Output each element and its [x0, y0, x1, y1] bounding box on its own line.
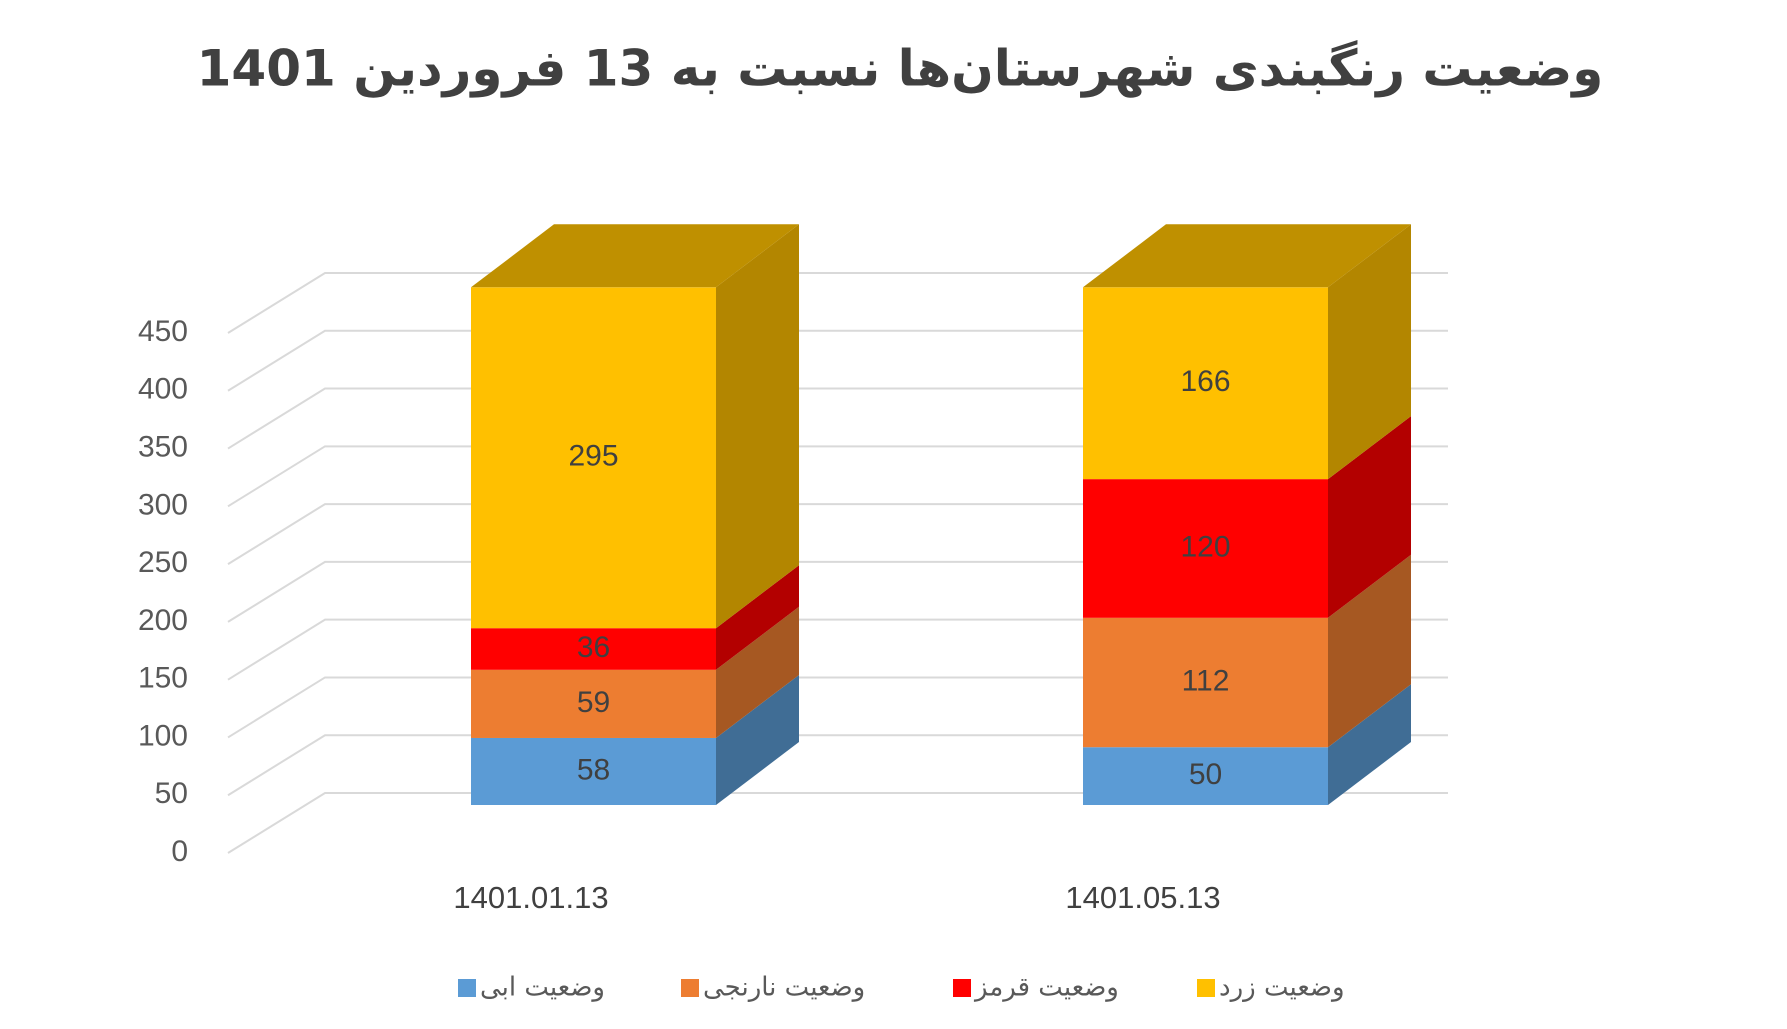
y-tick-label: 350 — [138, 430, 188, 463]
legend-swatch — [1197, 979, 1215, 997]
grid-line — [227, 503, 1448, 565]
y-tick-label: 300 — [138, 488, 188, 521]
grid-line — [227, 272, 1448, 334]
legend-label: وضعیت زرد — [1219, 973, 1345, 1003]
bar-top — [471, 224, 799, 288]
bar-side — [716, 565, 799, 670]
x-tick-label: 1401.05.13 — [1065, 880, 1220, 915]
bar-side — [1328, 416, 1411, 618]
y-tick-label: 0 — [171, 835, 188, 868]
grid-line — [227, 329, 1448, 392]
data-label: 59 — [577, 686, 610, 719]
grid-line — [227, 676, 1448, 739]
grid-line — [227, 792, 1448, 854]
data-label: 120 — [1180, 530, 1230, 563]
y-tick-label: 100 — [138, 719, 188, 752]
data-label: 36 — [577, 631, 610, 664]
chart-title: وضعیت رنگبندی شهرستان‌ها نسبت به 13 فرور… — [197, 40, 1604, 99]
data-label: 50 — [1189, 758, 1222, 791]
y-tick-label: 450 — [138, 315, 188, 348]
bar — [471, 669, 716, 738]
bar-side — [716, 224, 799, 629]
grid-line — [227, 560, 1448, 623]
y-tick-label: 200 — [138, 604, 188, 637]
bar-side — [716, 674, 799, 805]
data-label: 166 — [1180, 365, 1230, 398]
grid-line — [227, 734, 1448, 797]
legend-label: وضعیت نارنجی — [703, 973, 865, 1003]
x-tick-label: 1401.01.13 — [453, 880, 608, 915]
bar-side — [1328, 224, 1411, 480]
bar — [1083, 287, 1328, 480]
bar — [471, 628, 716, 670]
data-label: 58 — [577, 753, 610, 786]
bar — [1083, 747, 1328, 805]
bar — [1083, 617, 1328, 748]
legend-label: وضعیت قرمز — [973, 973, 1119, 1003]
bar-side — [716, 606, 799, 738]
data-label: 112 — [1182, 664, 1230, 697]
legend-swatch — [953, 979, 971, 997]
bar-top — [1083, 224, 1411, 288]
bar-side — [1328, 554, 1411, 748]
bar-side — [1328, 684, 1411, 805]
legend-swatch — [681, 979, 699, 997]
legend-swatch — [458, 979, 476, 997]
y-tick-label: 400 — [138, 373, 188, 406]
y-tick-label: 150 — [138, 662, 188, 695]
y-tick-label: 250 — [138, 546, 188, 579]
bar — [471, 737, 716, 805]
grid-line — [227, 387, 1448, 450]
grid-line — [227, 445, 1448, 508]
bar — [471, 287, 716, 629]
y-tick-label: 50 — [155, 777, 188, 810]
grid-line — [227, 618, 1448, 681]
bar — [1083, 479, 1328, 618]
legend-label: وضعیت ابی — [480, 973, 605, 1003]
data-label: 295 — [568, 440, 618, 473]
